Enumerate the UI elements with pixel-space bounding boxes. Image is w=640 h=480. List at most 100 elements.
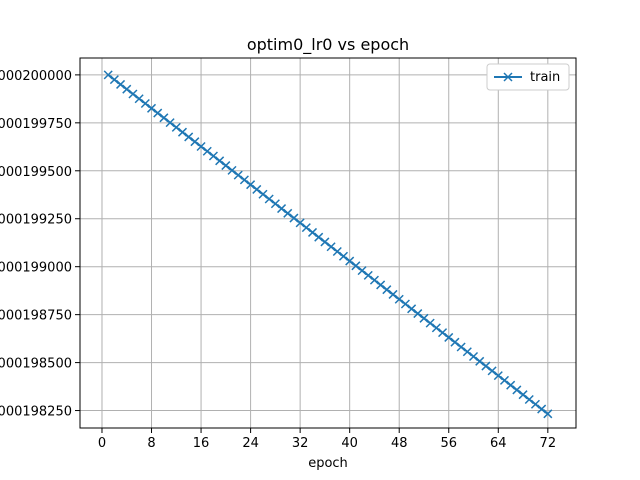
data-point-marker bbox=[400, 299, 410, 309]
data-point-marker bbox=[357, 266, 367, 276]
x-tick-label: 24 bbox=[242, 436, 259, 451]
data-point-marker bbox=[208, 151, 218, 161]
x-axis-label: epoch bbox=[308, 456, 348, 471]
data-point-marker bbox=[153, 108, 163, 118]
data-point-marker bbox=[419, 313, 429, 323]
data-point-marker bbox=[307, 227, 318, 237]
series-layer bbox=[103, 70, 553, 419]
data-point-marker bbox=[481, 361, 491, 371]
data-point-marker bbox=[407, 304, 417, 314]
data-point-marker bbox=[221, 161, 231, 171]
data-point-marker bbox=[283, 208, 293, 218]
data-point-marker bbox=[413, 309, 423, 319]
data-point-marker bbox=[394, 294, 404, 304]
y-tick-label: 0.000199500 bbox=[0, 165, 72, 180]
legend-box bbox=[486, 63, 570, 91]
data-point-marker bbox=[456, 342, 466, 352]
data-point-marker bbox=[450, 337, 460, 347]
data-point-marker bbox=[159, 113, 169, 123]
data-point-marker bbox=[109, 75, 119, 85]
data-point-marker bbox=[543, 409, 553, 419]
data-point-marker bbox=[134, 94, 144, 104]
data-point-marker bbox=[233, 170, 243, 180]
data-point-marker bbox=[202, 146, 212, 156]
y-tick-label: 0.000199250 bbox=[0, 213, 72, 228]
legend-label-train: train bbox=[530, 70, 560, 85]
x-tick-label: 8 bbox=[147, 436, 155, 451]
x-tick-label: 56 bbox=[440, 436, 457, 451]
data-point-marker bbox=[425, 318, 435, 328]
x-tick-label: 40 bbox=[341, 436, 358, 451]
data-point-marker bbox=[289, 213, 299, 223]
y-tick-label: 0.000198500 bbox=[0, 357, 72, 372]
y-tick-label: 0.000200000 bbox=[0, 69, 72, 84]
x-tick-label: 32 bbox=[292, 436, 309, 451]
data-point-marker bbox=[264, 194, 274, 204]
x-tick-label: 16 bbox=[193, 436, 210, 451]
data-point-marker bbox=[351, 261, 361, 271]
data-point-marker bbox=[431, 323, 441, 333]
data-point-marker bbox=[171, 122, 181, 132]
y-tick-label: 0.000199750 bbox=[0, 117, 72, 132]
data-point-marker bbox=[258, 189, 268, 199]
data-point-marker bbox=[295, 218, 305, 228]
data-point-marker bbox=[277, 204, 287, 214]
data-point-marker bbox=[363, 270, 373, 280]
data-point-marker bbox=[320, 237, 330, 247]
data-point-marker bbox=[146, 103, 157, 113]
data-point-marker bbox=[332, 246, 342, 257]
data-point-marker bbox=[444, 332, 454, 342]
data-point-marker bbox=[122, 84, 132, 94]
x-tick-label: 0 bbox=[98, 436, 106, 451]
data-point-marker bbox=[301, 223, 311, 233]
x-tick-label: 72 bbox=[540, 436, 557, 451]
data-point-marker bbox=[140, 98, 150, 109]
data-point-marker bbox=[338, 251, 349, 261]
data-point-marker bbox=[190, 137, 200, 147]
chart-title: optim0_lr0 vs epoch bbox=[247, 35, 409, 55]
data-point-marker bbox=[165, 118, 175, 128]
data-point-marker bbox=[184, 132, 194, 142]
data-point-marker bbox=[518, 390, 528, 400]
data-point-marker bbox=[493, 371, 503, 381]
y-tick-label: 0.000199000 bbox=[0, 261, 72, 276]
x-tick-label: 48 bbox=[391, 436, 408, 451]
data-point-marker bbox=[382, 285, 392, 295]
plot-frame bbox=[79, 57, 577, 429]
data-point-marker bbox=[246, 180, 256, 190]
data-point-marker bbox=[376, 280, 386, 290]
data-point-marker bbox=[116, 79, 126, 89]
data-point-marker bbox=[227, 165, 237, 175]
y-axis: 0.000198250 0.000198500 0.000198750 0.00019… bbox=[0, 69, 80, 420]
data-point-marker bbox=[537, 404, 547, 414]
data-point-marker bbox=[499, 375, 510, 385]
data-point-marker bbox=[487, 366, 497, 376]
data-point-marker bbox=[530, 399, 540, 409]
data-point-marker bbox=[512, 385, 522, 395]
data-point-marker bbox=[468, 351, 479, 362]
data-point-marker bbox=[128, 89, 138, 99]
x-axis: 0 8 16 24 32 40 48 56 64 72 bbox=[98, 428, 556, 451]
data-point-marker bbox=[177, 127, 188, 137]
grid-lines bbox=[80, 58, 576, 428]
data-point-marker bbox=[369, 275, 379, 285]
data-point-marker bbox=[462, 347, 472, 357]
data-point-marker bbox=[196, 141, 206, 152]
y-tick-label: 0.000198250 bbox=[0, 405, 72, 420]
legend-marker-icon bbox=[503, 72, 513, 82]
data-point-marker bbox=[103, 70, 113, 80]
data-point-marker bbox=[506, 380, 516, 390]
data-point-marker bbox=[524, 394, 534, 405]
data-point-marker bbox=[252, 184, 262, 194]
data-point-marker bbox=[345, 256, 355, 266]
data-point-marker bbox=[438, 328, 448, 338]
data-point-marker bbox=[215, 156, 225, 166]
x-tick-label: 64 bbox=[490, 436, 507, 451]
data-point-marker bbox=[326, 242, 336, 252]
data-point-marker bbox=[314, 232, 324, 242]
data-point-marker bbox=[475, 356, 485, 366]
data-point-marker bbox=[388, 289, 398, 299]
y-tick-label: 0.000198750 bbox=[0, 309, 72, 324]
legend: train bbox=[486, 63, 570, 91]
